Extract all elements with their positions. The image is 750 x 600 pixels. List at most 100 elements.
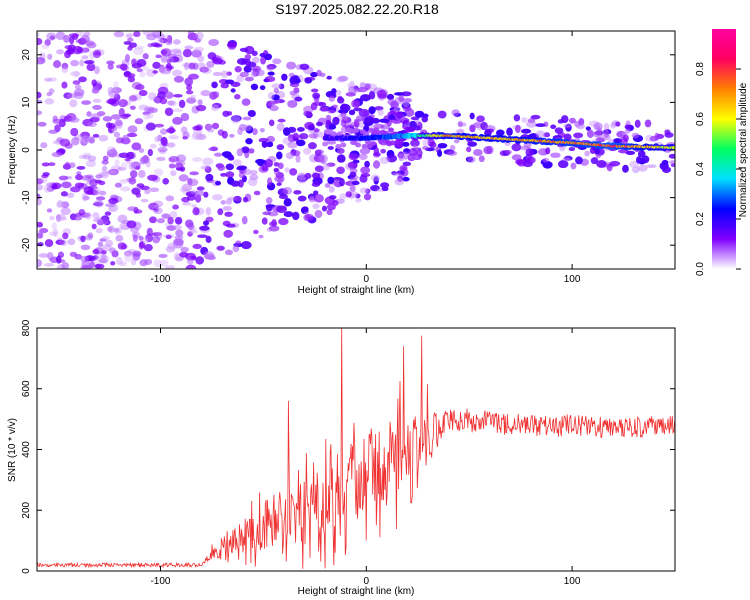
spectrogram-cell [319,107,329,112]
spectrogram-cell [261,217,268,225]
spectrogram-cell [339,193,347,200]
spectrogram-cell [114,159,120,166]
spectrogram-cell [62,232,69,240]
spectrogram-cell [293,190,302,195]
spectrogram-cell [186,96,197,104]
spectrogram-cell [58,175,69,181]
spectrogram-cell [641,155,650,164]
spectrogram-cell [569,117,576,124]
spectrogram-cell [449,144,456,151]
spectrogram-cell [264,159,273,168]
spectrogram-cell [483,146,493,155]
spectrogram-cell [105,203,116,208]
spectrogram-cell [85,159,97,168]
spectrogram-cell [325,119,331,126]
chart-title: S197.2025.082.22.20.R18 [275,1,439,17]
spectrogram-cell [268,225,280,232]
spectrogram-cell [207,52,217,60]
spectrogram-cell [326,75,332,80]
spectrogram-cell [167,142,176,148]
spectrogram-cell [595,153,601,159]
spectrogram-cell [92,98,102,103]
spectrogram-cell [54,61,60,68]
spectrogram-cell [206,60,215,68]
spectrogram-cell [67,238,76,246]
spectrogram-cell [172,69,183,77]
spectrogram-cell [292,211,300,221]
snr-ylabel: SNR (10 * v/v) [7,418,18,482]
spectrogram-cell [200,165,210,170]
spectrogram-cell [57,216,68,221]
ridge-halo [335,143,342,149]
spectrogram-cell [44,98,55,105]
spectrogram-cell [138,235,144,241]
y-tick-label: 600 [21,380,32,397]
spectrogram-cell [145,33,157,41]
spectrogram-cell [402,151,409,160]
spectrogram-cell [172,204,179,210]
spectrogram-cell [132,250,142,257]
spectrogram-cell [276,144,285,151]
spectrogram-cell [396,170,405,176]
spectrogram-cell [308,142,317,150]
spectrogram-cell [358,119,364,128]
spectrogram-cell [340,103,348,112]
spectrogram-cell [266,135,276,143]
spectrogram-cell [644,119,652,128]
spectrogram-cell [210,146,218,152]
spectrogram-cell [634,119,641,128]
spectrogram-cell [37,193,41,200]
spectrogram-cell [143,243,153,252]
spectrogram-cell [322,162,330,171]
spectrogram-cell [119,179,129,184]
spectrogram-cell [118,99,128,108]
spectrogram-cell [217,208,224,216]
spectrogram-cell [127,206,138,212]
spectrogram-cell [100,171,109,179]
spectrogram-cell [142,53,149,60]
spectrogram-cell [51,151,63,158]
spectrogram-cell [226,42,238,48]
spectrogram-cell [242,124,253,131]
spectrogram-cell [234,93,241,100]
spectrogram-cell [131,142,142,151]
spectrogram-cell [244,76,254,82]
spectrogram-cell [352,100,361,108]
spectrogram-cell [205,235,212,244]
spectrogram-cell [49,215,55,221]
spectrogram-cell [631,132,640,139]
spectrogram-cell [37,184,43,191]
spectrogram-cell [94,263,105,269]
spectrogram-cell [110,147,117,155]
spectrogram-cell [229,133,235,138]
spectrogram-cell [125,73,136,78]
spectrogram-cell [624,128,631,134]
y-tick-label: -20 [21,238,32,253]
spectrogram-cell [179,187,191,193]
spectrogram-cell [167,216,174,225]
spectrogram-cell [86,63,96,72]
spectrogram-cell [453,139,460,144]
spectrogram-cell [276,122,285,132]
spectrogram-cell [264,76,276,83]
spectrogram-cell [355,198,362,203]
spectrogram-cell [170,48,182,54]
spectrogram-cell [165,39,173,46]
spectrogram-cell [615,121,621,127]
spectrogram-cell [327,109,336,114]
spectrogram-cell [197,99,203,106]
spectrogram-cell [576,123,585,130]
spectrogram-cell [402,176,410,182]
spectrogram-cell [140,198,149,203]
spectrogram-cell [326,209,333,216]
y-tick-label: 0 [21,147,32,153]
spectrogram-cell [152,235,161,244]
spectrogram-cell [53,228,59,238]
spectrogram-cell [348,85,358,94]
spectrogram-cell [207,128,215,133]
spectrogram-cell [374,106,384,111]
spectrogram-cell [271,94,280,101]
spectrogram-cell [61,262,70,269]
spectrogram-cell [95,252,105,261]
spectrogram-cell [195,256,205,265]
